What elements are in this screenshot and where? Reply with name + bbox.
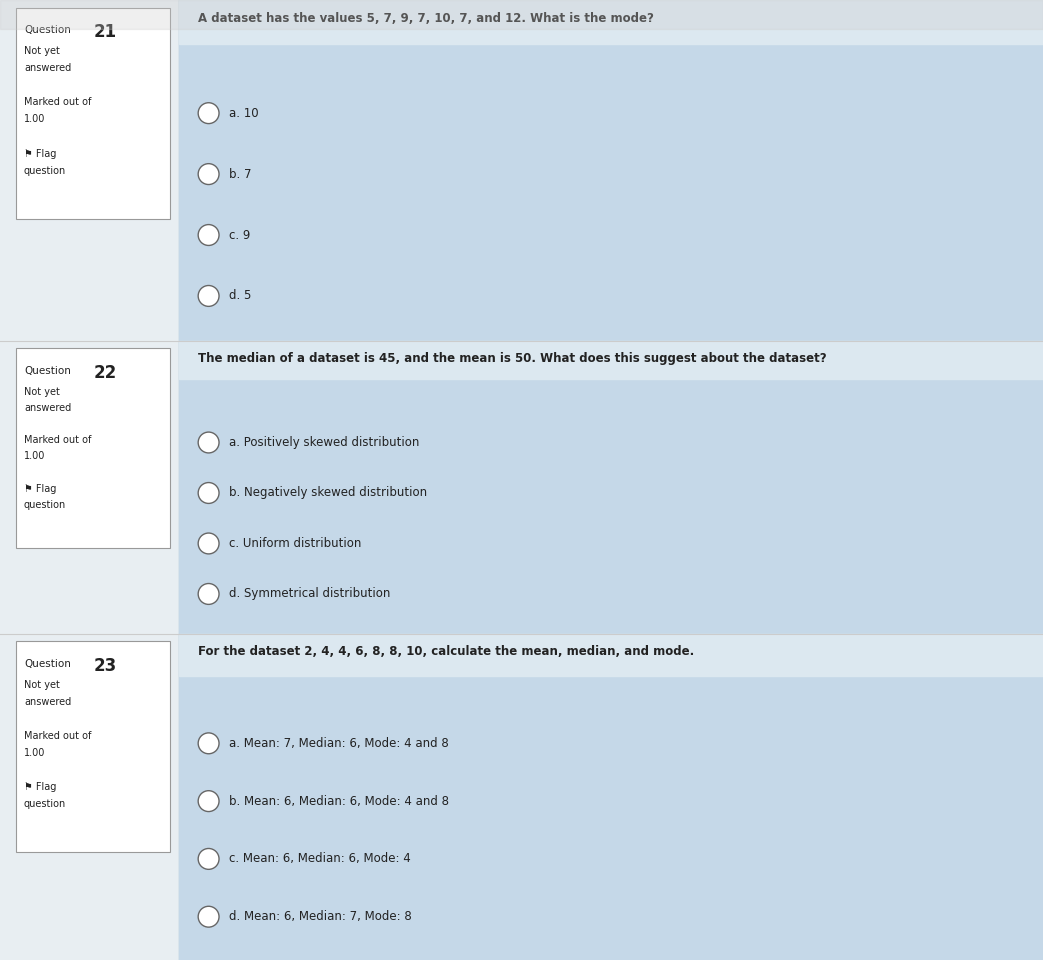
Text: For the dataset 2, 4, 4, 6, 8, 8, 10, calculate the mean, median, and mode.: For the dataset 2, 4, 4, 6, 8, 8, 10, ca…	[198, 645, 695, 659]
Bar	[179, 634, 1043, 960]
Text: Not yet: Not yet	[24, 46, 59, 56]
Text: Marked out of: Marked out of	[24, 97, 92, 108]
Text: Question: Question	[24, 659, 71, 668]
Bar	[179, 0, 1043, 44]
Text: A dataset has the values 5, 7, 9, 7, 10, 7, and 12. What is the mode?: A dataset has the values 5, 7, 9, 7, 10,…	[198, 12, 654, 25]
Text: answered: answered	[24, 63, 71, 73]
Text: 23: 23	[94, 657, 117, 675]
Ellipse shape	[198, 483, 219, 503]
Ellipse shape	[198, 225, 219, 246]
Text: 1.00: 1.00	[24, 748, 45, 758]
Text: ⚑ Flag: ⚑ Flag	[24, 782, 56, 792]
Text: b. 7: b. 7	[229, 168, 252, 180]
Bar	[179, 0, 1043, 960]
Text: b. Mean: 6, Median: 6, Mode: 4 and 8: b. Mean: 6, Median: 6, Mode: 4 and 8	[229, 795, 450, 807]
Bar	[179, 634, 1043, 676]
Text: 21: 21	[94, 23, 117, 41]
Ellipse shape	[198, 791, 219, 811]
Text: ⚑ Flag: ⚑ Flag	[24, 484, 56, 493]
Text: 1.00: 1.00	[24, 451, 45, 462]
Text: Marked out of: Marked out of	[24, 731, 92, 741]
Ellipse shape	[198, 849, 219, 870]
Text: a. Mean: 7, Median: 6, Mode: 4 and 8: a. Mean: 7, Median: 6, Mode: 4 and 8	[229, 737, 450, 750]
Text: d. Mean: 6, Median: 7, Mode: 8: d. Mean: 6, Median: 7, Mode: 8	[229, 910, 412, 924]
Text: c. 9: c. 9	[229, 228, 250, 242]
Text: Marked out of: Marked out of	[24, 435, 92, 445]
Text: d. 5: d. 5	[229, 289, 251, 302]
Text: ⚑ Flag: ⚑ Flag	[24, 149, 56, 158]
Text: d. Symmetrical distribution: d. Symmetrical distribution	[229, 588, 391, 600]
Text: 1.00: 1.00	[24, 114, 45, 125]
Ellipse shape	[198, 432, 219, 453]
Ellipse shape	[198, 285, 219, 306]
Bar	[179, 341, 1043, 634]
Text: c. Mean: 6, Median: 6, Mode: 4: c. Mean: 6, Median: 6, Mode: 4	[229, 852, 411, 865]
Ellipse shape	[198, 163, 219, 184]
FancyBboxPatch shape	[16, 348, 170, 547]
Ellipse shape	[198, 533, 219, 554]
Text: Question: Question	[24, 25, 71, 35]
Text: b. Negatively skewed distribution: b. Negatively skewed distribution	[229, 487, 428, 499]
Bar	[179, 0, 1043, 341]
Ellipse shape	[198, 906, 219, 927]
FancyBboxPatch shape	[16, 8, 170, 219]
Text: answered: answered	[24, 403, 71, 413]
Ellipse shape	[198, 103, 219, 124]
Text: 22: 22	[94, 364, 117, 382]
Ellipse shape	[198, 584, 219, 605]
Text: question: question	[24, 166, 67, 176]
Text: answered: answered	[24, 697, 71, 707]
Text: Question: Question	[24, 366, 71, 375]
Text: question: question	[24, 800, 67, 809]
Bar	[179, 341, 1043, 379]
Text: Not yet: Not yet	[24, 680, 59, 689]
Text: Not yet: Not yet	[24, 387, 59, 396]
Bar	[0, 0, 179, 960]
Text: c. Uniform distribution: c. Uniform distribution	[229, 537, 362, 550]
FancyBboxPatch shape	[16, 641, 170, 852]
Text: a. Positively skewed distribution: a. Positively skewed distribution	[229, 436, 420, 449]
Text: a. 10: a. 10	[229, 107, 259, 120]
Ellipse shape	[198, 732, 219, 754]
Text: The median of a dataset is 45, and the mean is 50. What does this suggest about : The median of a dataset is 45, and the m…	[198, 352, 827, 366]
Bar	[0, 0, 1043, 29]
Text: question: question	[24, 500, 67, 510]
